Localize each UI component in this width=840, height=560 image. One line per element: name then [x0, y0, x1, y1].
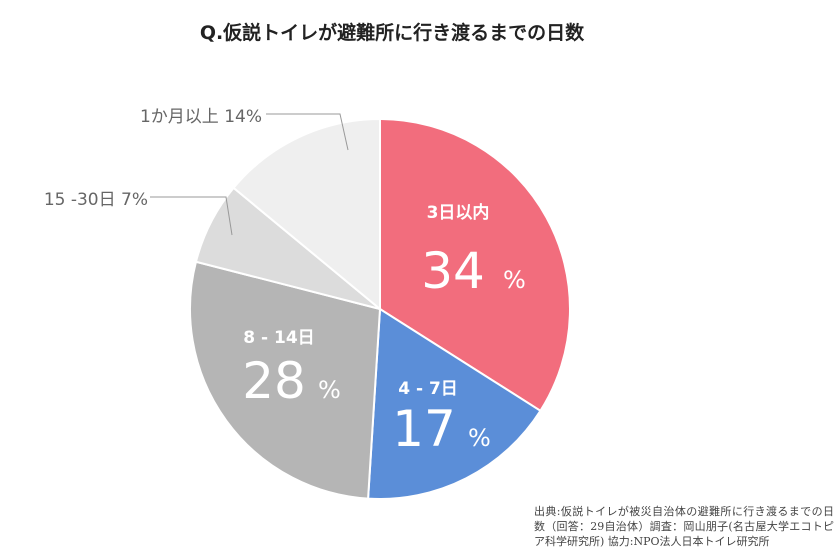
- slice-category-label: 8 - 14日: [243, 328, 314, 348]
- pie-slice-5: [232, 117, 381, 312]
- slice-outside-label: 1か月以上 14%: [140, 107, 262, 127]
- slice-percent-sign: %: [468, 424, 491, 452]
- pie-slice-3: [189, 260, 382, 500]
- source-note: 出典:仮説トイレが被災自治体の避難所に行き渡るまでの日数（回答：29自治体）調査…: [534, 505, 834, 548]
- chart-title: Q.仮説トイレが避難所に行き渡るまでの日数: [200, 21, 585, 44]
- pie-slices: [189, 117, 571, 501]
- slice-category-label: 4 - 7日: [398, 379, 458, 399]
- leader-line: [150, 196, 233, 236]
- pie-slice-1: [379, 117, 571, 413]
- slice-category-label: 3日以内: [427, 202, 490, 223]
- slice-value-label: 17: [392, 400, 456, 458]
- leader-line: [266, 113, 349, 151]
- slice-value-label: 28: [242, 352, 306, 410]
- slice-value-label: 34: [421, 242, 485, 300]
- leader-lines: [150, 113, 349, 236]
- slice-percent-sign: %: [503, 266, 526, 294]
- slice-outside-label: 15 -30日 7%: [44, 190, 148, 210]
- slice-percent-sign: %: [318, 376, 341, 404]
- pie-slice-2: [367, 307, 542, 501]
